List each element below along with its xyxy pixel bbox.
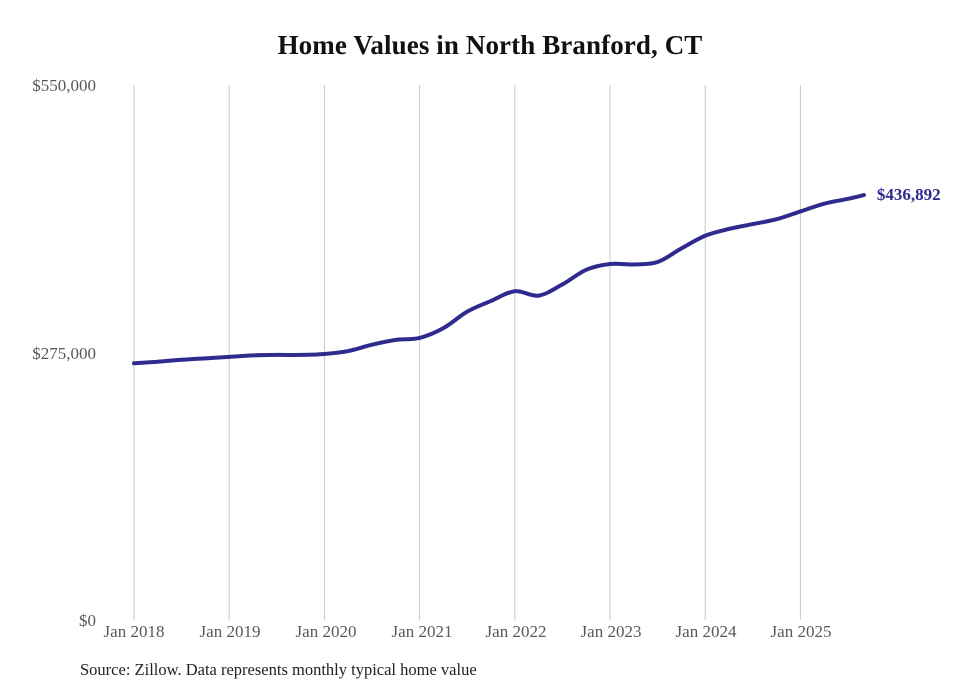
x-tick-label-jan-2023: Jan 2023 xyxy=(580,622,642,641)
x-tick-label-jan-2021: Jan 2021 xyxy=(391,622,453,641)
source-note: Source: Zillow. Data represents monthly … xyxy=(80,660,477,679)
data-series-line xyxy=(132,193,866,366)
x-tick-label-jan-2018: Jan 2018 xyxy=(103,622,165,641)
x-tick-label-jan-2025: Jan 2025 xyxy=(770,622,832,641)
x-tick-label-jan-2022: Jan 2022 xyxy=(485,622,547,641)
x-tick-label-jan-2020: Jan 2020 xyxy=(295,622,357,641)
gridlines xyxy=(133,85,801,620)
y-tick-label-0: $0 xyxy=(79,611,96,630)
page-title: Home Values in North Branford, CT xyxy=(277,30,703,60)
x-tick-label-jan-2024: Jan 2024 xyxy=(675,622,737,641)
x-tick-label-jan-2019: Jan 2019 xyxy=(199,622,261,641)
y-tick-label-275000: $275,000 xyxy=(32,344,96,363)
y-tick-label-550000: $550,000 xyxy=(32,76,96,95)
end-value-annotation: $436,892 xyxy=(876,185,941,205)
